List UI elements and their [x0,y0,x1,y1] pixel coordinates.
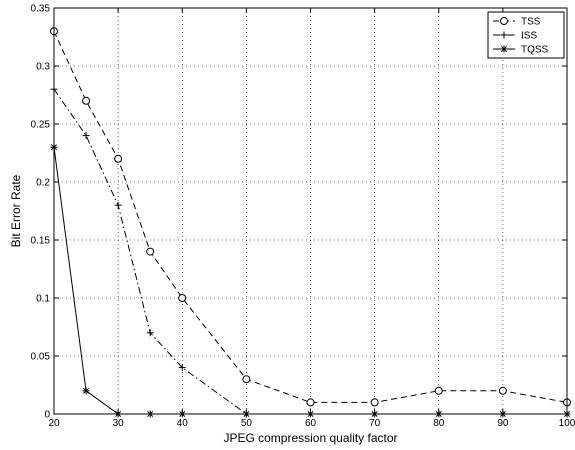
legend-entry-tss: TSS [493,17,541,28]
data-point-tqss [82,387,90,395]
data-point-iss [82,132,90,140]
y-tick-label: 0.05 [31,352,51,363]
grid-lines [54,8,567,414]
x-tick-label: 30 [113,418,125,429]
series-line-iss [53,88,247,415]
data-point-tss [434,386,443,395]
data-point-tss [146,247,155,256]
legend-label: TQSS [521,45,549,56]
x-tick-label: 40 [177,418,189,429]
data-point-tss [498,386,507,395]
data-point-tss [178,294,187,302]
y-tick-label: 0.2 [36,178,50,189]
legend-label: ISS [521,31,537,42]
tick-layer: 20 30 40 50 60 70 80 90 100 0 0.05 0.1 0.15 0.2 0.25 0.… [31,4,575,430]
data-point-iss [178,364,186,372]
data-point-tss [370,398,379,407]
x-tick-label: 90 [497,418,509,429]
x-tick-label: 70 [369,418,381,429]
x-tick-label: 80 [433,418,445,429]
data-point-tss [82,96,91,105]
x-tick-label: 50 [241,418,253,429]
x-tick-label: 100 [559,418,575,429]
legend-marker [500,17,508,25]
y-tick-label: 0.1 [36,294,50,305]
x-tick-label: 60 [305,418,317,429]
data-point-tss [306,398,315,407]
y-tick-label: 0 [44,410,50,421]
y-axis-label: Bit Error Rate [9,174,23,247]
legend-marker [500,45,508,53]
x-tick-label: 20 [48,418,60,429]
y-tick-label: 0.35 [31,4,51,15]
data-point-iss [114,201,122,209]
legend-marker [500,31,508,39]
x-axis-label: JPEG compression quality factor [223,431,397,445]
data-point-tss [114,154,123,163]
data-point-iss [146,329,154,337]
legend-label: TSS [521,17,541,28]
legend: TSS ISS TQSS [487,11,565,59]
y-tick-label: 0.15 [31,236,51,247]
legend-entry-tqss: TQSS [493,45,549,56]
series-layer [50,27,571,418]
y-tick-label: 0.3 [36,62,50,73]
data-point-tss [242,375,251,384]
legend-entry-iss: ISS [493,31,537,42]
y-tick-label: 0.25 [31,120,51,131]
